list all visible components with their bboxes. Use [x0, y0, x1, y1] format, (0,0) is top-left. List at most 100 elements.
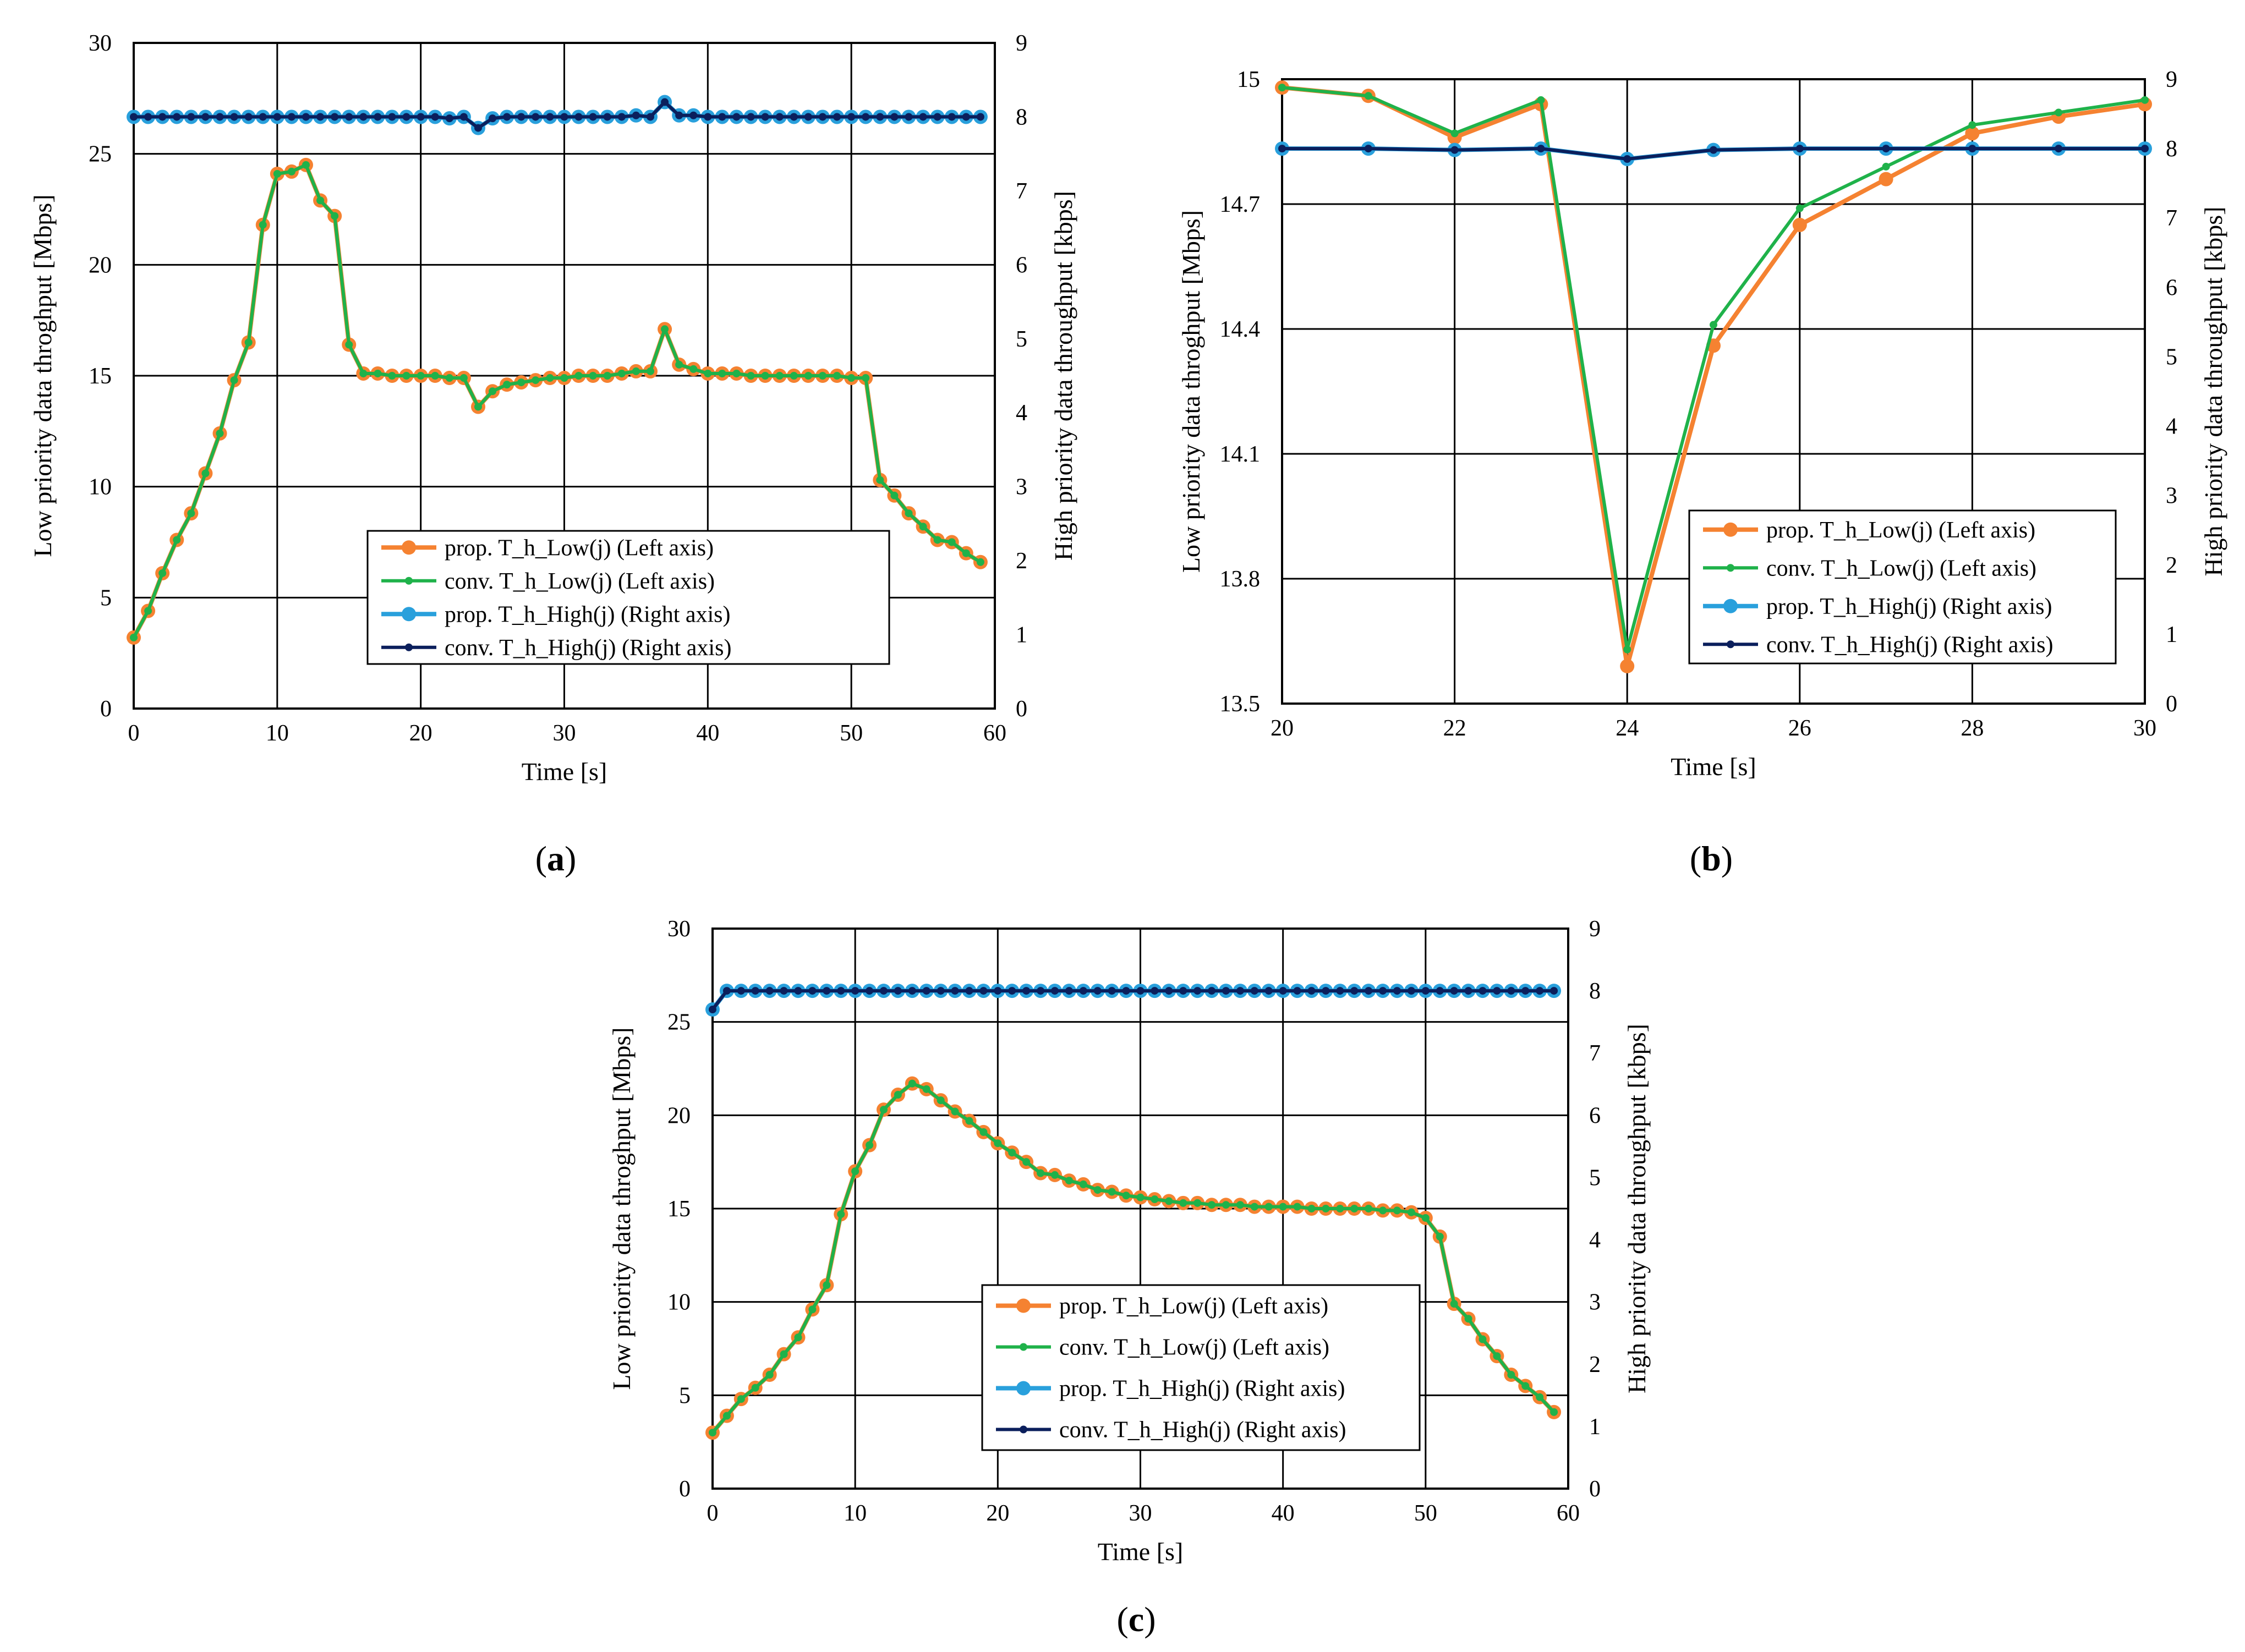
data-point [1407, 987, 1415, 995]
data-point [1350, 987, 1359, 995]
data-point [1208, 1201, 1216, 1209]
data-point [1165, 1197, 1173, 1205]
series-4 [130, 98, 984, 132]
data-point [144, 607, 152, 615]
data-point [1521, 987, 1530, 995]
data-point [1795, 204, 1804, 212]
data-point [905, 509, 913, 518]
data-point [1108, 987, 1116, 995]
data-point [1179, 1199, 1187, 1207]
legend-label: prop. T_h_High(j) (Right axis) [445, 602, 731, 627]
data-point [894, 1091, 902, 1099]
x-tick-label: 60 [1557, 1501, 1580, 1526]
data-point [732, 113, 741, 121]
data-point [1250, 987, 1258, 995]
data-point [1421, 987, 1430, 995]
data-point [709, 1429, 716, 1437]
data-point [1536, 987, 1544, 995]
data-point [847, 113, 856, 121]
data-point [1479, 1335, 1487, 1343]
data-point [574, 113, 583, 121]
legend-label: prop. T_h_Low(j) (Left axis) [445, 535, 714, 561]
data-point [517, 378, 525, 387]
legend-swatch-marker [405, 643, 413, 651]
data-point [833, 372, 841, 380]
data-point [1350, 1205, 1359, 1212]
data-point [823, 1281, 831, 1289]
data-point [880, 987, 888, 995]
y2-tick-label: 7 [1589, 1041, 1601, 1066]
legend-box [366, 530, 890, 665]
x-axis-label: Time [s] [522, 758, 607, 786]
data-point [976, 113, 984, 121]
data-point [546, 374, 554, 382]
data-point [689, 111, 698, 119]
legend-box [981, 1284, 1421, 1451]
y-tick-label: 14.4 [1220, 317, 1261, 342]
data-point [675, 360, 683, 369]
legend-swatch-marker [405, 577, 413, 585]
data-point [216, 429, 224, 437]
y2-tick-label: 8 [1016, 105, 1027, 130]
data-point [718, 113, 726, 121]
y2-tick-label: 5 [1016, 327, 1027, 352]
data-point [1136, 1193, 1145, 1201]
data-point [388, 372, 396, 380]
x-axis-label: Time [s] [1671, 753, 1756, 781]
data-point [1151, 1195, 1159, 1204]
data-point [259, 113, 267, 121]
panel-label: (b) [1690, 839, 1733, 878]
data-point [737, 987, 745, 995]
y-tick-label: 5 [100, 585, 112, 611]
data-point [1264, 987, 1273, 995]
data-point [1450, 987, 1458, 995]
data-point [130, 113, 138, 121]
legend-label: conv. T_h_High(j) (Right axis) [1059, 1418, 1346, 1443]
data-point [1293, 1203, 1301, 1211]
y2-tick-label: 6 [1016, 253, 1027, 278]
data-point [474, 124, 482, 132]
data-point [1336, 1205, 1344, 1212]
y-tick-label: 15 [89, 364, 112, 389]
y2-tick-label: 8 [1589, 979, 1601, 1004]
data-point [158, 113, 167, 121]
data-point [747, 372, 755, 380]
x-tick-label: 40 [696, 721, 719, 746]
data-point [880, 1106, 888, 1114]
series-4 [1278, 145, 2149, 163]
data-point [951, 987, 959, 995]
data-point [632, 367, 640, 375]
data-point [851, 987, 859, 995]
data-point [417, 372, 425, 380]
data-point [489, 114, 497, 123]
data-point [919, 113, 927, 121]
y2-tick-label: 6 [2166, 275, 2177, 300]
data-point [1022, 987, 1031, 995]
legend-swatch-marker [1727, 640, 1734, 649]
data-point [866, 987, 874, 995]
data-point [1365, 1205, 1373, 1212]
data-point [722, 987, 731, 995]
y-axis-label: Low priority data throghput [Mbps] [607, 1027, 636, 1390]
y2-tick-label: 9 [1016, 31, 1027, 56]
data-point [1250, 1203, 1258, 1211]
data-point [647, 113, 654, 121]
data-point [1493, 1352, 1501, 1360]
data-point [722, 1412, 731, 1420]
data-point [965, 987, 973, 995]
data-point [230, 376, 238, 385]
data-point [1479, 987, 1487, 995]
data-point [589, 113, 597, 121]
data-point [979, 987, 988, 995]
y2-tick-label: 3 [1589, 1290, 1601, 1315]
y-tick-label: 25 [667, 1010, 691, 1035]
data-point [1278, 84, 1286, 92]
data-point [775, 113, 784, 121]
data-point [259, 221, 267, 229]
data-point [661, 325, 669, 333]
data-point [780, 987, 788, 995]
data-point [1436, 987, 1444, 995]
data-point [737, 1395, 745, 1403]
x-axis-label: Time [s] [1098, 1538, 1184, 1566]
